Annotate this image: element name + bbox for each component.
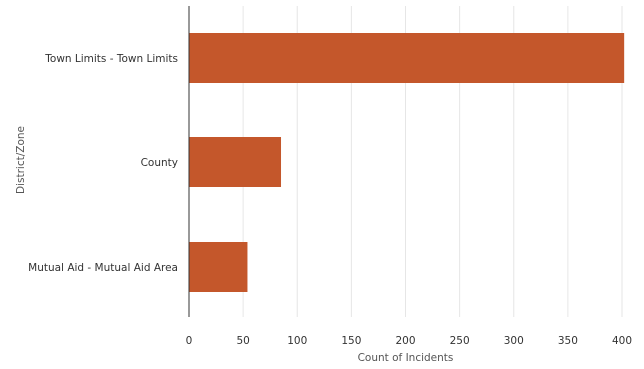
x-tick-label: 350 xyxy=(558,335,578,347)
x-tick-label: 300 xyxy=(504,335,524,347)
x-tick-label: 0 xyxy=(186,335,193,347)
x-tick-label: 250 xyxy=(450,335,470,347)
x-tick-label: 400 xyxy=(612,335,632,347)
x-axis-title: Count of Incidents xyxy=(358,352,454,364)
category-labels: Town Limits - Town Limits County Mutual Ai… xyxy=(28,53,178,274)
bar-mutual-aid-mutual-aid-area[interactable] xyxy=(189,242,248,292)
x-tick-label: 200 xyxy=(395,335,415,347)
x-tick-label: 150 xyxy=(341,335,361,347)
category-label: Town Limits - Town Limits xyxy=(44,53,178,65)
x-tick-labels: 0 50 100 150 200 250 300 350 400 xyxy=(186,335,632,347)
category-label: County xyxy=(141,157,178,169)
y-axis-title: District/Zone xyxy=(15,126,27,194)
category-label: Mutual Aid - Mutual Aid Area xyxy=(28,262,178,274)
x-tick-label: 50 xyxy=(236,335,249,347)
bars xyxy=(189,33,625,292)
bar-county[interactable] xyxy=(189,137,282,187)
x-tick-label: 100 xyxy=(287,335,307,347)
bar-town-limits-town-limits[interactable] xyxy=(189,33,625,83)
